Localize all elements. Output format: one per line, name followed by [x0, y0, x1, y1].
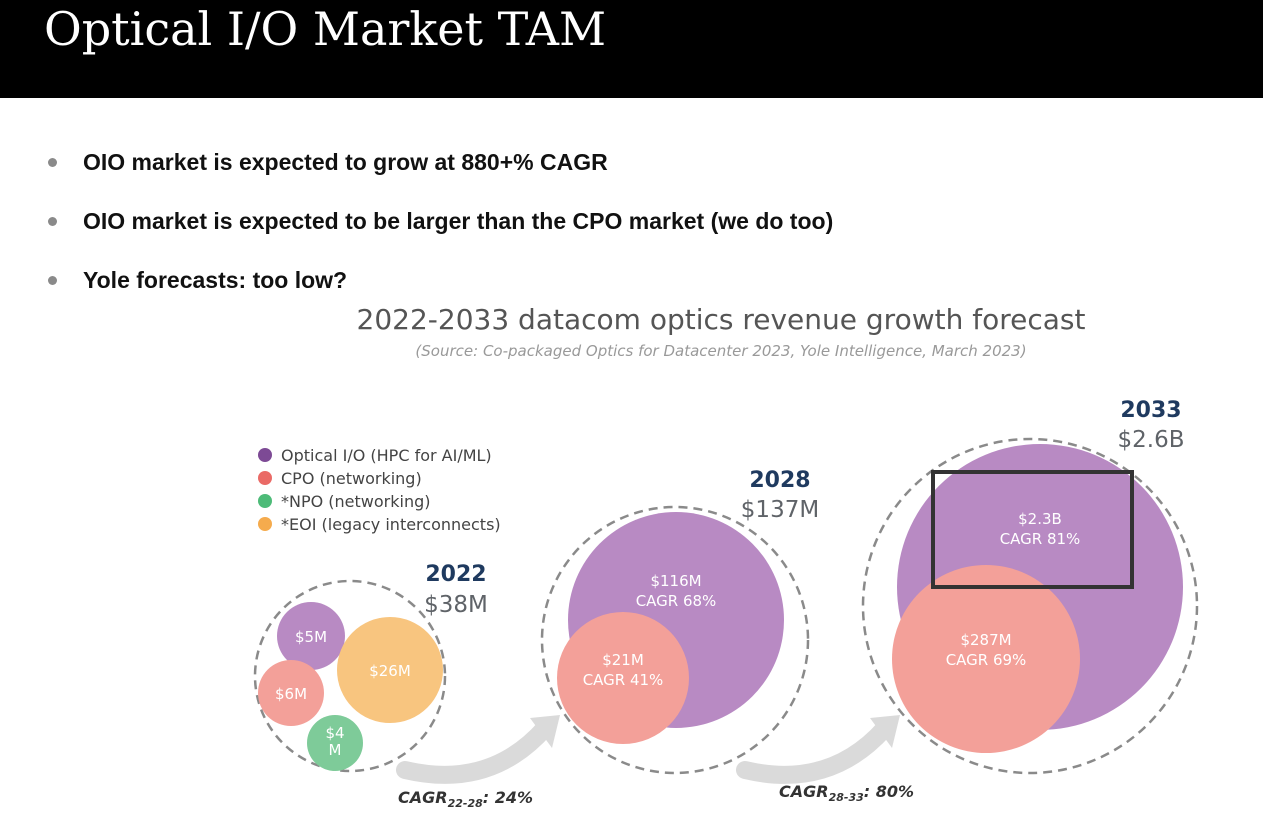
bullet-item: OIO market is expected to be larger than… [48, 206, 1228, 236]
year-total: $38M [424, 592, 488, 618]
bullet-item: OIO market is expected to grow at 880+% … [48, 147, 1228, 177]
bubble-label: $5M [295, 628, 327, 646]
cagr-value: : 24% [483, 788, 533, 807]
legend-label: CPO (networking) [281, 469, 422, 488]
legend-label: Optical I/O (HPC for AI/ML) [281, 446, 492, 465]
bubble-label: $26M [369, 662, 411, 680]
bullet-dot [48, 158, 57, 167]
bubble-label-line: M [329, 741, 342, 759]
legend-label: *NPO (networking) [281, 492, 431, 511]
bubble-2028-cpo [557, 612, 689, 744]
bubble-label: $116M [650, 572, 701, 590]
legend-swatch [258, 471, 272, 485]
bullet-text: OIO market is expected to be larger than… [83, 208, 834, 234]
bubble-cagr: CAGR 68% [636, 592, 717, 610]
cagr-sub: 28-33 [829, 791, 865, 804]
year-total: $137M [741, 497, 819, 523]
year-group-outline-2033 [861, 437, 1199, 775]
bubble-cagr: CAGR 81% [1000, 530, 1081, 548]
bubble-2022-cpo [258, 660, 324, 726]
cagr-value: : 80% [864, 782, 914, 801]
bubble-label: $4 M [325, 724, 344, 759]
chart-title: 2022-2033 datacom optics revenue growth … [357, 303, 1086, 336]
slide-title: Optical I/O Market TAM [44, 2, 607, 56]
title-bar: Optical I/O Market TAM [0, 0, 1263, 98]
year-total: $2.6B [1118, 427, 1185, 453]
year-group-outline-2028 [540, 505, 810, 775]
chart-legend: Optical I/O (HPC for AI/ML) CPO (networki… [258, 446, 501, 534]
bubble-label: $6M [275, 685, 307, 703]
cagr-transition-label: CAGR28-33: 80% [779, 782, 914, 804]
bubble-2022-oio [277, 602, 345, 670]
bullet-item: Yole forecasts: too low? [48, 265, 1228, 295]
legend-label: *EOI (legacy interconnects) [281, 515, 501, 534]
bullet-text: OIO market is expected to grow at 880+% … [83, 149, 608, 175]
bubble-label: $2.3B [1018, 510, 1062, 528]
bullet-dot [48, 276, 57, 285]
year-group-outline-2022 [253, 579, 447, 773]
growth-arrow-1 [396, 719, 554, 784]
bubble-cagr: CAGR 69% [946, 651, 1027, 669]
cagr-main: CAGR [779, 782, 829, 801]
legend-swatch [258, 517, 272, 531]
bubble-label-line: $4 [325, 724, 344, 742]
growth-arrow-2-head [870, 715, 900, 748]
legend-swatch [258, 494, 272, 508]
year-label: 2033 [1120, 398, 1181, 423]
bubble-cagr: CAGR 41% [583, 671, 664, 689]
chart-subtitle: (Source: Co-packaged Optics for Datacent… [415, 342, 1026, 360]
legend-swatch [258, 448, 272, 462]
bubble-label: $21M [602, 651, 644, 669]
year-label: 2028 [749, 468, 810, 493]
year-label: 2022 [425, 562, 486, 587]
bubble-2022-npo [307, 715, 363, 771]
cagr-transition-label: CAGR22-28: 24% [398, 788, 533, 810]
bubble-label: $287M [960, 631, 1011, 649]
growth-arrow-1-head [530, 715, 560, 748]
growth-arrow-2 [736, 719, 894, 784]
cagr-sub: 22-28 [448, 797, 484, 810]
bubble-2022-eoi [337, 617, 443, 723]
bullet-dot [48, 217, 57, 226]
cagr-main: CAGR [398, 788, 448, 807]
highlight-box [931, 470, 1134, 589]
bubble-2033-cpo [892, 565, 1080, 753]
bullet-text: Yole forecasts: too low? [83, 267, 348, 293]
